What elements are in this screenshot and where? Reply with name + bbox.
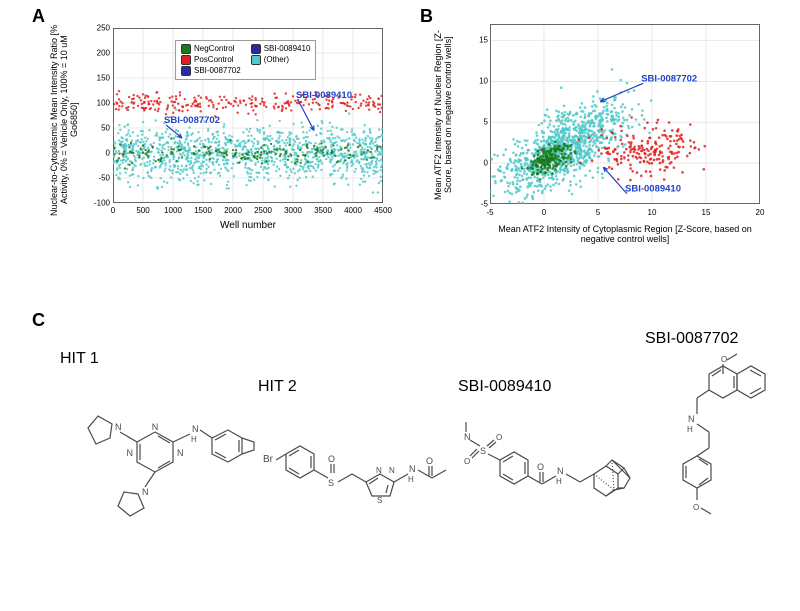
panel-a-y-axis-label: Nuclear-to-Cytoplasmic Mean Intensity Ra… (50, 20, 70, 220)
legend-label: NegControl (194, 45, 234, 54)
svg-text:SBI-0087702: SBI-0087702 (164, 115, 220, 126)
svg-text:S: S (328, 478, 334, 488)
legend-label: SBI-0087702 (194, 67, 241, 76)
panel-a-label: A (32, 6, 45, 27)
svg-text:N: N (142, 487, 149, 497)
svg-text:N: N (177, 448, 184, 458)
legend-swatch (181, 55, 191, 65)
legend-item: PosControl (181, 55, 241, 65)
svg-text:N: N (152, 422, 159, 432)
legend-item: NegControl (181, 44, 241, 54)
svg-text:O: O (693, 503, 699, 512)
molecule-sbi-0087702-svg: O N H (655, 352, 785, 587)
legend-label: SBI-0089410 (264, 45, 311, 54)
panel-b-scatter-svg: SBI-0087702 SBI-0089410 (490, 24, 760, 204)
svg-text:O: O (721, 355, 727, 364)
panel-b-x-axis-label: Mean ATF2 Intensity of Cytoplasmic Regio… (490, 225, 760, 245)
molecule-sbi-0089410-svg: N S O O O (458, 400, 658, 530)
svg-text:O: O (328, 454, 335, 464)
panel-c: HIT 1 N N N N (30, 330, 785, 595)
legend-label: PosControl (194, 56, 234, 65)
svg-text:N: N (409, 464, 416, 474)
panel-a-plot-area: SBI-0087702 SBI-0089410 NegControl SBI-008… (113, 28, 383, 203)
svg-text:SBI-0089410: SBI-0089410 (625, 184, 681, 195)
svg-text:N: N (192, 424, 199, 434)
figure-root: A Nuclear-to-Cytoplasmic Mean Intensity … (0, 0, 800, 611)
svg-text:N: N (688, 414, 695, 424)
legend-item: SBI-0087702 (181, 66, 241, 76)
svg-text:H: H (191, 435, 197, 444)
svg-text:N: N (127, 448, 134, 458)
panel-a-legend: NegControl SBI-0089410 PosControl (Other) SB… (175, 40, 316, 80)
molecule-hit1: HIT 1 N N N N (60, 350, 255, 527)
molecule-hit2: HIT 2 Br S O (258, 378, 458, 520)
panel-a: Nuclear-to-Cytoplasmic Mean Intensity Ra… (58, 20, 398, 240)
molecule-sbi-0089410-label: SBI-0089410 (458, 378, 658, 396)
panel-b-plot-area: SBI-0087702 SBI-0089410 (490, 24, 760, 204)
svg-text:H: H (556, 477, 562, 486)
legend-swatch (251, 55, 261, 65)
svg-text:N: N (376, 466, 382, 475)
svg-text:O: O (464, 457, 470, 466)
svg-text:N: N (389, 466, 395, 475)
panel-b-y-axis-label: Mean ATF2 Intensity of Nuclear Region [Z… (434, 20, 454, 210)
legend-swatch (251, 44, 261, 54)
panel-b-label: B (420, 6, 433, 27)
panel-b-x-ticks: -505101520 (490, 208, 760, 220)
svg-text:N: N (464, 432, 471, 442)
svg-text:O: O (426, 456, 433, 466)
panel-b: Mean ATF2 Intensity of Nuclear Region [Z… (440, 20, 780, 260)
svg-text:S: S (480, 446, 486, 456)
panel-a-y-ticks: -100-50050100150200250 (88, 28, 110, 203)
svg-text:H: H (687, 425, 693, 434)
legend-label: (Other) (264, 56, 289, 65)
panel-a-x-ticks: 050010001500200025003000350040004500 (113, 206, 383, 218)
svg-text:H: H (408, 475, 414, 484)
molecule-hit2-label: HIT 2 (258, 378, 458, 396)
legend-swatch (181, 44, 191, 54)
svg-text:Br: Br (263, 454, 274, 465)
svg-text:SBI-0087702: SBI-0087702 (641, 73, 697, 84)
molecule-sbi-0087702: SBI-0087702 O N H (655, 330, 785, 587)
molecule-hit1-label: HIT 1 (60, 350, 255, 368)
molecule-sbi-0089410: SBI-0089410 N S O O (458, 378, 658, 530)
molecule-sbi-0087702-label: SBI-0087702 (645, 330, 785, 348)
svg-text:N: N (557, 466, 564, 476)
molecule-hit1-svg: N N N N N N (60, 372, 255, 527)
svg-text:N: N (115, 422, 122, 432)
panel-b-y-ticks: -5051015 (472, 24, 488, 204)
svg-text:SBI-0089410: SBI-0089410 (296, 90, 352, 101)
svg-text:O: O (496, 433, 502, 442)
legend-swatch (181, 66, 191, 76)
panel-a-x-axis-label: Well number (113, 220, 383, 231)
molecule-hit2-svg: Br S O N N S (258, 400, 458, 520)
legend-item: (Other) (251, 55, 311, 65)
panel-c-label: C (32, 310, 45, 331)
legend-item: SBI-0089410 (251, 44, 311, 54)
svg-text:S: S (377, 496, 382, 505)
svg-text:O: O (537, 462, 544, 472)
